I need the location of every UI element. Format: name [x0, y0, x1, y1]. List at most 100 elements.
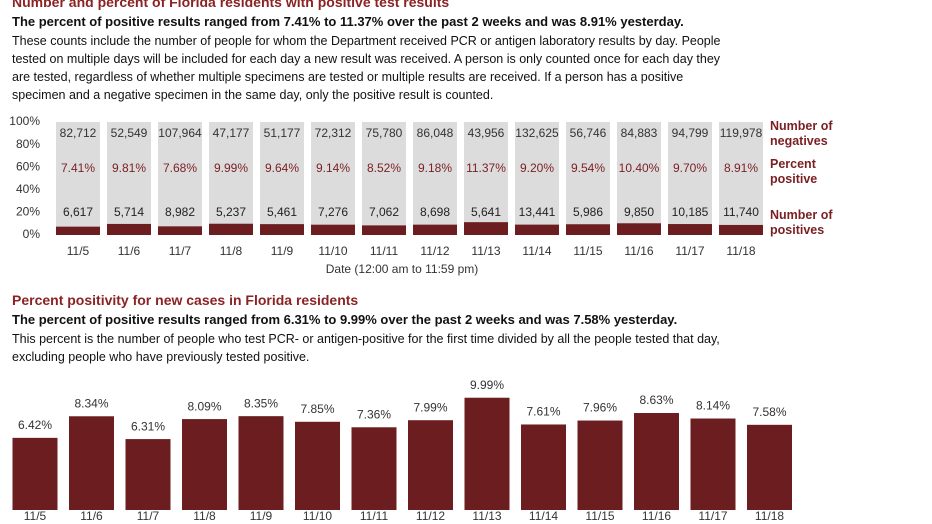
value-label: 7.36% — [357, 407, 391, 421]
bar-negatives — [107, 122, 151, 224]
x-tick-label: 11/15 — [585, 509, 614, 523]
bar — [690, 418, 736, 510]
legend-negatives: Number of negatives — [770, 119, 833, 148]
x-tick-label: 11/10 — [318, 244, 347, 258]
positives-label: 7,276 — [318, 205, 348, 219]
bar — [577, 420, 623, 510]
percent-label: 9.14% — [316, 161, 350, 175]
bar-positives — [413, 224, 457, 235]
percent-label: 9.18% — [418, 161, 452, 175]
positives-label: 10,185 — [672, 205, 709, 219]
bar — [69, 416, 114, 510]
bar-negatives — [413, 122, 457, 225]
bar-negatives — [566, 122, 610, 225]
value-label: 7.99% — [413, 400, 447, 414]
negatives-label: 86,048 — [417, 126, 454, 140]
bar-positives — [719, 224, 763, 235]
bar-negatives — [260, 122, 304, 225]
bar-negatives — [362, 122, 406, 226]
y-tick-label: 0% — [23, 227, 41, 241]
legend-percent: Percent positive — [770, 157, 818, 186]
bar — [634, 413, 679, 510]
x-tick-label: 11/8 — [220, 244, 243, 258]
negatives-label: 94,799 — [672, 126, 709, 140]
x-tick-label: 11/17 — [675, 244, 704, 258]
bar-positives — [668, 224, 712, 235]
bar — [747, 424, 792, 510]
x-tick-label: 11/5 — [24, 509, 47, 523]
percent-label: 10.40% — [619, 161, 660, 175]
positives-label: 5,461 — [267, 205, 297, 219]
value-label: 7.85% — [300, 402, 334, 416]
y-tick-label: 60% — [16, 159, 40, 173]
bar-negatives — [56, 122, 100, 227]
negatives-label: 56,746 — [570, 126, 607, 140]
negatives-label: 84,883 — [621, 126, 658, 140]
value-label: 7.61% — [526, 405, 560, 419]
bar-negatives — [311, 122, 355, 225]
percent-label: 9.81% — [112, 161, 146, 175]
positives-label: 13,441 — [519, 205, 556, 219]
section-subtitle: The percent of positive results ranged f… — [12, 14, 684, 29]
percent-label: 8.52% — [367, 161, 401, 175]
value-label: 9.99% — [470, 378, 504, 392]
negatives-label: 82,712 — [60, 126, 97, 140]
x-tick-label: 11/9 — [271, 244, 294, 258]
positives-label: 8,698 — [420, 205, 450, 219]
bar-negatives — [209, 122, 253, 224]
section-description: This percent is the number of people who… — [12, 332, 720, 364]
percent-label: 9.20% — [520, 161, 554, 175]
bar — [125, 439, 171, 510]
bar-positives — [311, 224, 355, 235]
y-tick-label: 40% — [16, 182, 40, 196]
bar-negatives — [515, 122, 559, 225]
negatives-label: 47,177 — [213, 126, 250, 140]
bar-positives — [158, 226, 202, 235]
bar-negatives — [668, 122, 712, 225]
bar-positives — [362, 225, 406, 235]
positives-label: 5,986 — [573, 205, 603, 219]
x-tick-label: 11/10 — [303, 509, 332, 523]
negatives-label: 132,625 — [515, 126, 559, 140]
x-tick-label: 11/7 — [169, 244, 192, 258]
y-tick-label: 80% — [16, 137, 40, 151]
percent-label: 9.99% — [214, 161, 248, 175]
bar — [464, 397, 510, 510]
positives-label: 5,641 — [471, 205, 501, 219]
percent-label: 9.54% — [571, 161, 605, 175]
section-description: These counts include the number of peopl… — [12, 34, 721, 102]
x-tick-label: 11/13 — [471, 244, 500, 258]
x-tick-label: 11/5 — [67, 244, 90, 258]
negatives-label: 75,780 — [366, 126, 403, 140]
bar-positives — [107, 223, 151, 235]
positives-label: 6,617 — [63, 205, 93, 219]
y-tick-label: 100% — [9, 114, 40, 128]
bar-positives — [260, 224, 304, 235]
bar-positives — [617, 223, 661, 235]
x-tick-label: 11/18 — [726, 244, 755, 258]
x-tick-label: 11/6 — [80, 509, 103, 523]
x-tick-label: 11/11 — [370, 244, 399, 258]
negatives-label: 72,312 — [315, 126, 352, 140]
x-tick-label: 11/12 — [420, 244, 449, 258]
positives-label: 11,740 — [723, 205, 759, 219]
legend-positives: Number of positives — [770, 208, 833, 237]
percent-label: 11.37% — [466, 161, 506, 175]
value-label: 7.96% — [583, 401, 617, 415]
negatives-label: 43,956 — [468, 126, 505, 140]
percent-label: 8.91% — [724, 161, 758, 175]
positives-label: 9,850 — [624, 205, 654, 219]
bar-positives — [515, 224, 559, 235]
bar-negatives — [719, 122, 763, 225]
negatives-label: 52,549 — [111, 126, 148, 140]
value-label: 8.63% — [639, 393, 673, 407]
x-tick-label: 11/17 — [698, 509, 727, 523]
x-tick-label: 11/9 — [250, 509, 273, 523]
bar-positives — [56, 226, 100, 235]
bar-negatives — [158, 122, 202, 227]
x-tick-label: 11/8 — [193, 509, 216, 523]
bar — [295, 421, 340, 510]
x-tick-label: 11/18 — [755, 509, 784, 523]
bar-negatives — [464, 122, 508, 223]
section-subtitle: The percent of positive results ranged f… — [12, 312, 678, 327]
